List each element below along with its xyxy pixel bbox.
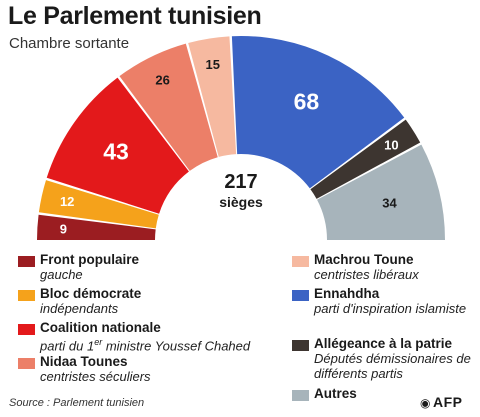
legend-desc-sup: er xyxy=(94,337,103,347)
legend-desc: parti du 1er ministre Youssef Chahed xyxy=(40,335,300,353)
slice-value-label: 15 xyxy=(206,57,220,72)
legend-desc: centristes libéraux xyxy=(314,267,419,282)
slice-value-label: 68 xyxy=(294,89,320,115)
slice-value-label: 10 xyxy=(384,137,398,152)
slice-coalition-nationale xyxy=(46,77,189,214)
legend-item-front-populaire: Front populaire gauche xyxy=(18,252,248,286)
legend-desc-part: ministre Youssef Chahed xyxy=(102,338,251,354)
chart-title: Le Parlement tunisien xyxy=(8,2,262,30)
legend-swatch xyxy=(292,256,309,267)
legend-swatch xyxy=(18,358,35,369)
legend-name: Nidaa Tounes xyxy=(40,354,128,369)
slice-value-label: 9 xyxy=(60,221,67,236)
slice-all-geance-la-patrie xyxy=(310,119,421,199)
legend-item-bloc-democrate: Bloc démocrate indépendants xyxy=(18,286,248,320)
slice-nidaa-tounes xyxy=(119,43,218,171)
legend-swatch xyxy=(292,340,309,351)
camera-icon: ◉ xyxy=(420,396,431,410)
legend-name: Autres xyxy=(314,386,357,401)
slice-value-label: 26 xyxy=(155,73,169,88)
legend-name: Front populaire xyxy=(40,252,139,267)
slice-autres xyxy=(317,144,445,240)
slice-machrou-toune xyxy=(188,36,237,157)
slice-front-populaire xyxy=(37,214,156,240)
legend-desc-part: parti du 1 xyxy=(40,338,95,354)
legend-right: Machrou Toune centristes libéraux Ennahd… xyxy=(292,252,477,406)
chart-subtitle: Chambre sortante xyxy=(9,35,130,52)
afp-label: AFP xyxy=(432,394,463,410)
legend-item-ennahdha: Ennahdha parti d'inspiration islamiste xyxy=(292,286,477,336)
legend-name: Coalition nationale xyxy=(40,320,161,335)
slice-value-label: 43 xyxy=(103,139,129,165)
source-note: Source : Parlement tunisien xyxy=(9,397,145,409)
slice-value-label: 12 xyxy=(60,194,74,209)
legend-swatch xyxy=(18,256,35,267)
center-total-unit: sièges xyxy=(219,194,263,210)
legend-desc: gauche xyxy=(40,267,83,282)
legend-swatch xyxy=(292,390,309,401)
slice-value-label: 34 xyxy=(382,196,397,211)
legend-item-coalition-nationale: Coalition nationale parti du 1er ministr… xyxy=(18,320,300,354)
legend-name: Bloc démocrate xyxy=(40,286,142,301)
legend-item-nidaa-tounes: Nidaa Tounes centristes séculiers xyxy=(18,354,248,388)
afp-credit: ◉ AFP xyxy=(420,394,462,410)
center-total-value: 217 xyxy=(224,171,257,193)
legend-desc: parti d'inspiration islamiste xyxy=(314,301,467,316)
legend-desc: Députés démissionaires de différents par… xyxy=(314,351,471,381)
legend-desc: indépendants xyxy=(40,301,119,316)
legend-left: Front populaire gauche Bloc démocrate in… xyxy=(18,252,250,388)
legend-swatch xyxy=(18,324,35,335)
legend-item-autres: Autres xyxy=(292,386,477,406)
legend-desc: centristes séculiers xyxy=(40,369,151,384)
legend-swatch xyxy=(18,290,35,301)
legend-name: Machrou Toune xyxy=(314,252,414,267)
slice-bloc-d-mocrate xyxy=(38,180,159,229)
legend-name: Ennahdha xyxy=(314,286,380,301)
legend-item-allegeance: Allégeance à la patrie Députés démission… xyxy=(292,336,477,386)
slice-ennahdha xyxy=(231,36,405,189)
legend-swatch xyxy=(292,290,309,301)
legend-name: Allégeance à la patrie xyxy=(314,336,453,351)
legend-item-machrou-toune: Machrou Toune centristes libéraux xyxy=(292,252,477,286)
